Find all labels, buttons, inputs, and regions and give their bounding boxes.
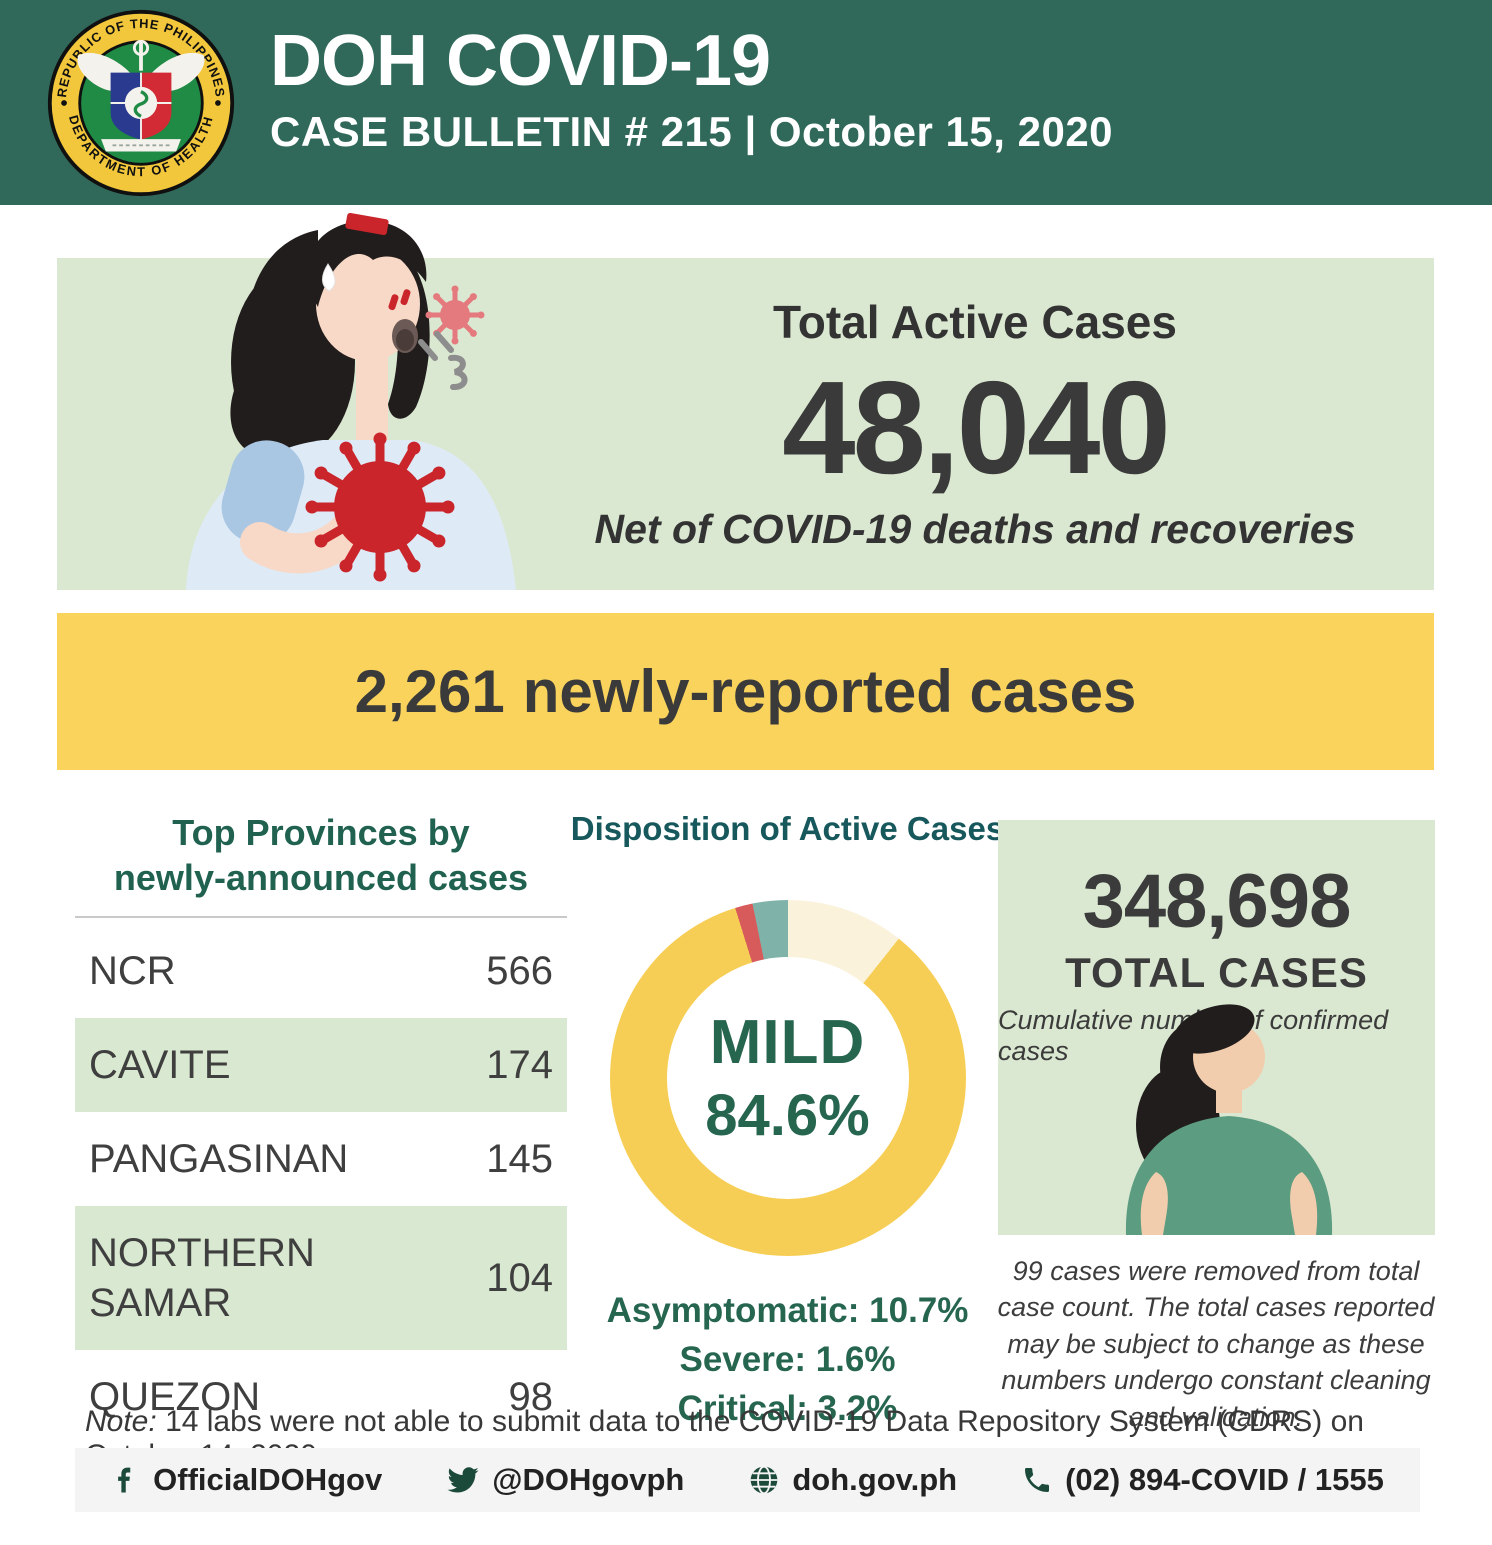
total-cases-value: 348,698 [1082,859,1352,944]
province-name: PANGASINAN [89,1137,349,1181]
disposition-donut [609,900,966,1256]
active-cases-label: Total Active Cases [773,295,1177,348]
active-cases-value: 48,040 [782,353,1171,501]
top-provinces-table: NCR 566 CAVITE 174 PANGASINAN 145 NORTHE… [75,916,567,1470]
sweat-drop [322,263,336,292]
phone-contact[interactable]: (02) 894-COVID / 1555 [1021,1462,1384,1498]
bulletin-subtitle: CASE BULLETIN # 215 | October 15, 2020 [270,107,1114,155]
hair-clip [345,212,389,236]
twitter-link[interactable]: @DOHgovph [446,1462,684,1498]
disposition-section: Disposition of Active Cases MILD 84.6% A… [560,810,1015,1433]
total-cases-label: TOTAL CASES [1065,949,1368,996]
province-value: 145 [486,1136,553,1181]
footnote-note-label: Note: [85,1405,157,1438]
disposition-donut-chart: MILD 84.6% [609,900,966,1256]
seal-shield-icon [110,72,172,141]
province-name: NCR [89,949,176,993]
top-provinces-title: Top Provinces by newly-announced cases [113,812,529,898]
doh-seal-logo: REPUBLIC OF THE PHILIPPINES DEPARTMENT O… [47,9,235,197]
stat-severe: Severe: 1.6% [679,1340,896,1379]
table-row: NORTHERN SAMAR 104 [75,1206,567,1350]
province-value: 98 [508,1374,554,1419]
province-value: 104 [486,1255,553,1300]
donut-center-label: MILD 84.6% [705,1008,870,1148]
facebook-icon [118,1467,131,1493]
phone-icon [1025,1468,1050,1492]
cough-marks [418,331,468,390]
header: REPUBLIC OF THE PHILIPPINES DEPARTMENT O… [0,0,1492,205]
province-name: NORTHERN SAMAR [89,1231,315,1325]
new-cases-count: 2,261 [354,658,505,725]
twitter-icon [447,1467,479,1493]
website-link[interactable]: doh.gov.ph [748,1462,957,1498]
new-cases-banner: 2,261 newly-reported cases [57,613,1434,770]
top-provinces-section: Top Provinces by newly-announced cases N… [75,810,567,1470]
table-row: NCR 566 [75,924,567,1018]
province-name: CAVITE [89,1043,231,1087]
total-cases-section: 348,698 TOTAL CASES Cumulative number of… [998,820,1435,1435]
disposition-title: Disposition of Active Cases [570,810,1005,847]
footer-contact-bar: OfficialDOHgov @DOHgovph doh.gov.ph [75,1448,1420,1512]
new-cases-label: newly-reported cases [522,658,1137,725]
total-cases-panel: 348,698 TOTAL CASES Cumulative number of… [998,820,1435,1235]
disposition-stats: Asymptomatic: 10.7% Severe: 1.6% Critica… [607,1286,969,1433]
stat-asymptomatic: Asymptomatic: 10.7% [606,1291,969,1330]
globe-icon [751,1465,778,1495]
active-cases-note: Net of COVID-19 deaths and recoveries [594,506,1356,553]
facebook-link[interactable]: OfficialDOHgov [111,1462,382,1498]
table-row: PANGASINAN 145 [75,1112,567,1206]
woman-illustration [1125,1004,1333,1235]
page-title: DOH COVID-19 [270,21,771,101]
table-row: CAVITE 174 [75,1018,567,1112]
province-name: QUEZON [89,1375,261,1419]
province-value: 174 [486,1042,553,1087]
table-row: QUEZON 98 [75,1350,567,1444]
province-value: 566 [486,948,553,993]
total-cases-note: 99 cases were removed from total case co… [997,1256,1435,1432]
coughing-woman-illustration [186,212,516,590]
stat-critical: Critical: 3.2% [677,1389,898,1428]
